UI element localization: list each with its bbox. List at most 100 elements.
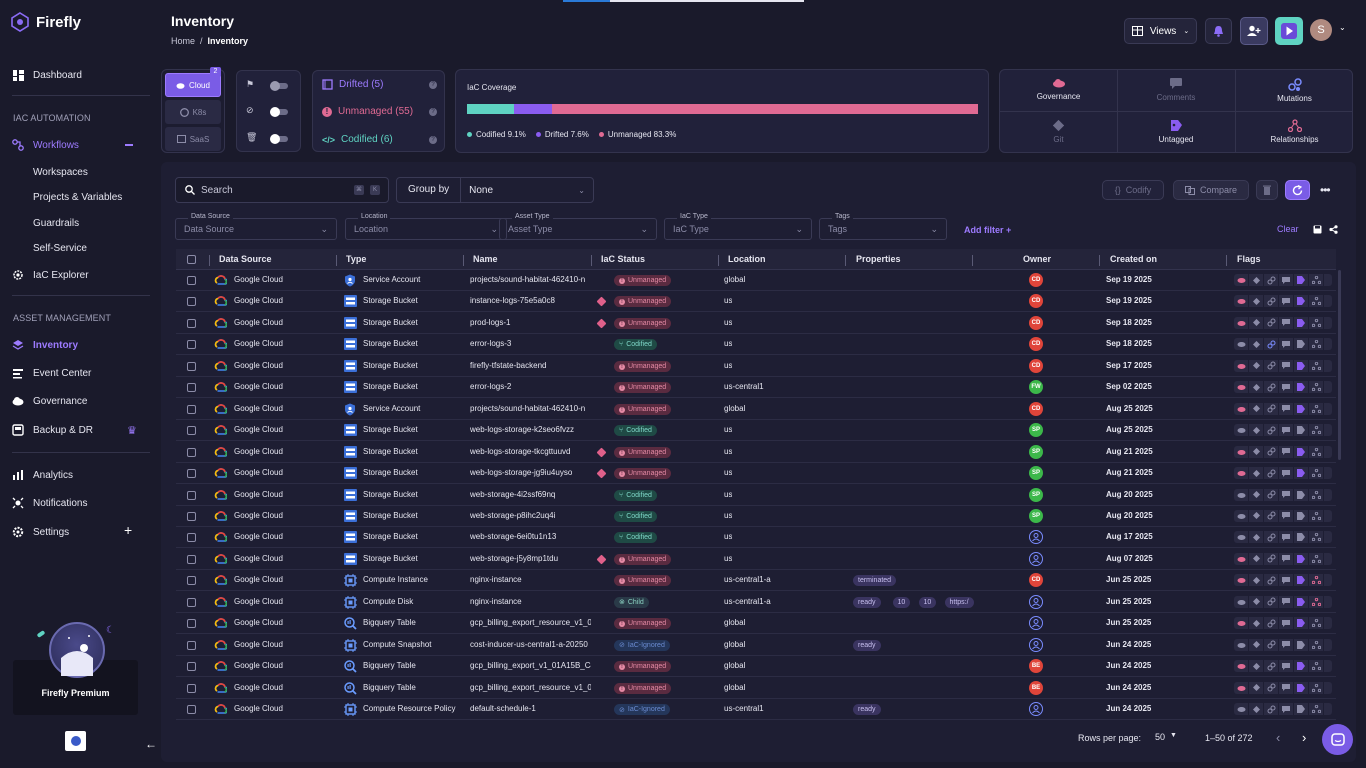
relationships-flag-icon[interactable]: [1309, 552, 1324, 565]
table-row[interactable]: Google Cloud Service Account projects/soun…: [176, 270, 1336, 291]
git-flag-icon[interactable]: [1249, 316, 1264, 329]
comment-flag-icon[interactable]: [1279, 509, 1294, 522]
column-header-iac-status[interactable]: IaC Status: [601, 254, 646, 264]
git-flag-icon[interactable]: [1249, 274, 1264, 286]
untagged-flag-icon[interactable]: [1294, 509, 1309, 522]
sidebar-item-governance[interactable]: Governance: [12, 392, 87, 410]
comment-flag-icon[interactable]: [1279, 681, 1294, 694]
comment-flag-icon[interactable]: [1279, 595, 1294, 608]
column-header-properties[interactable]: Properties: [856, 254, 901, 264]
row-checkbox[interactable]: [187, 318, 196, 328]
cell-name[interactable]: projects/sound-habitat-462410-n: [470, 403, 586, 413]
table-row[interactable]: Google Cloud Service Account projects/soun…: [176, 399, 1336, 420]
row-checkbox[interactable]: [187, 533, 196, 543]
collapse-icon[interactable]: [125, 144, 133, 146]
relationships-flag-icon[interactable]: [1309, 617, 1324, 630]
cell-name[interactable]: web-storage-6ei0tu1n13: [470, 532, 557, 542]
tag-icon[interactable]: [596, 447, 607, 458]
rows-per-page-select[interactable]: 50 ▼: [1155, 732, 1177, 742]
comment-flag-icon[interactable]: [1279, 381, 1294, 394]
git-flag-icon[interactable]: [1249, 595, 1264, 608]
user-icon[interactable]: [1029, 551, 1043, 566]
cell-name[interactable]: prod-logs-1: [470, 317, 511, 327]
comment-flag-icon[interactable]: [1279, 402, 1294, 415]
relationships-flag-icon[interactable]: [1309, 595, 1324, 608]
help-icon[interactable]: ?: [429, 81, 437, 89]
mutations-flag-icon[interactable]: [1264, 488, 1279, 501]
mutations-flag-icon[interactable]: [1264, 338, 1279, 351]
owner-avatar[interactable]: CD: [1029, 573, 1043, 588]
sidebar-item-event-center[interactable]: Event Center: [12, 364, 91, 382]
mutations-flag-icon[interactable]: [1264, 638, 1279, 651]
table-row[interactable]: Google Cloud Storage Bucket error-logs-3 ⑂ C…: [176, 334, 1336, 356]
cell-name[interactable]: error-logs-3: [470, 339, 512, 349]
owner-avatar[interactable]: CD: [1029, 401, 1043, 416]
comment-flag-icon[interactable]: [1279, 316, 1294, 329]
git-flag-icon[interactable]: [1249, 552, 1264, 565]
relationships-flag-icon[interactable]: [1309, 703, 1324, 715]
mutations-flag-icon[interactable]: [1264, 381, 1279, 394]
mutations-flag-icon[interactable]: [1264, 681, 1279, 694]
governance-flag-icon[interactable]: [1234, 381, 1249, 394]
select-all-checkbox[interactable]: [187, 255, 196, 264]
row-checkbox[interactable]: [187, 640, 196, 650]
governance-flag-icon[interactable]: [1234, 488, 1249, 501]
datasource-cloud[interactable]: Cloud: [165, 73, 221, 97]
cell-name[interactable]: gcp_billing_export_v1_01A15B_C4: [470, 661, 591, 671]
sidebar-item-analytics[interactable]: Analytics: [12, 466, 73, 484]
sidebar-item-settings[interactable]: Settings: [12, 523, 69, 541]
relationships-flag-icon[interactable]: [1309, 359, 1324, 372]
table-row[interactable]: Google Cloud Storage Bucket error-logs-2! U…: [176, 377, 1336, 399]
avatar[interactable]: S: [1310, 19, 1332, 41]
governance-flag-icon[interactable]: [1234, 638, 1249, 651]
relationships-flag-icon[interactable]: [1309, 681, 1324, 694]
cell-name[interactable]: web-storage-4i2ssf69nq: [470, 489, 556, 499]
cell-name[interactable]: nginx-instance: [470, 596, 522, 606]
cell-name[interactable]: web-logs-storage-k2seo6fvzz: [470, 425, 575, 435]
row-checkbox[interactable]: [187, 683, 196, 693]
help-icon[interactable]: ?: [429, 136, 437, 144]
untagged-flag-icon[interactable]: [1294, 531, 1309, 544]
table-scrollbar[interactable]: [1338, 270, 1341, 460]
relationships-flag-icon[interactable]: [1309, 660, 1324, 673]
owner-avatar[interactable]: CD: [1029, 294, 1043, 309]
untagged-flag-icon[interactable]: [1294, 617, 1309, 630]
user-icon[interactable]: [1029, 616, 1043, 631]
owner-avatar[interactable]: SP: [1029, 508, 1043, 523]
sidebar-item-iac-explorer[interactable]: IaC Explorer: [12, 266, 89, 284]
row-checkbox[interactable]: [187, 490, 196, 500]
governance-flag-icon[interactable]: [1234, 703, 1249, 715]
chat-support-button[interactable]: [1322, 724, 1353, 755]
row-checkbox[interactable]: [187, 705, 196, 714]
git-flag-icon[interactable]: [1249, 617, 1264, 630]
relationships-flag-icon[interactable]: [1309, 445, 1324, 458]
mutations-flag-icon[interactable]: [1264, 552, 1279, 565]
governance-flag-icon[interactable]: [1234, 274, 1249, 286]
row-checkbox[interactable]: [187, 469, 196, 479]
comment-flag-icon[interactable]: [1279, 424, 1294, 437]
user-icon[interactable]: [1029, 530, 1043, 545]
table-row[interactable]: Google Cloud Compute Snapshot cost-inducer…: [176, 635, 1336, 656]
user-icon[interactable]: [1029, 637, 1043, 652]
drifted-filter[interactable]: Drifted (5): [322, 79, 383, 90]
governance-flag-icon[interactable]: [1234, 681, 1249, 694]
governance-flag-icon[interactable]: [1234, 574, 1249, 587]
untagged-flag-icon[interactable]: [1294, 595, 1309, 608]
table-row[interactable]: Google Cloud Storage Bucket web-logs-stora…: [176, 420, 1336, 442]
cell-name[interactable]: firefly-tfstate-backend: [470, 360, 547, 370]
comment-flag-icon[interactable]: [1279, 274, 1294, 286]
relationships-flag-icon[interactable]: [1309, 274, 1324, 286]
comment-flag-icon[interactable]: [1279, 531, 1294, 544]
git-flag-icon[interactable]: [1249, 445, 1264, 458]
app-logo[interactable]: Firefly: [10, 12, 81, 32]
mutations-flag-icon[interactable]: [1264, 402, 1279, 415]
owner-avatar[interactable]: FW: [1029, 380, 1043, 395]
untagged-flag-icon[interactable]: [1294, 381, 1309, 394]
search-input[interactable]: Search ⌘ K: [175, 177, 389, 203]
owner-avatar[interactable]: CD: [1029, 315, 1043, 330]
sidebar-item-workspaces[interactable]: Workspaces: [33, 167, 88, 178]
relationships-flag-icon[interactable]: [1309, 509, 1324, 522]
governance-flag-icon[interactable]: [1234, 467, 1249, 480]
table-row[interactable]: Google Cloud Compute Instance nginx-instan…: [176, 570, 1336, 592]
row-checkbox[interactable]: [187, 297, 196, 307]
